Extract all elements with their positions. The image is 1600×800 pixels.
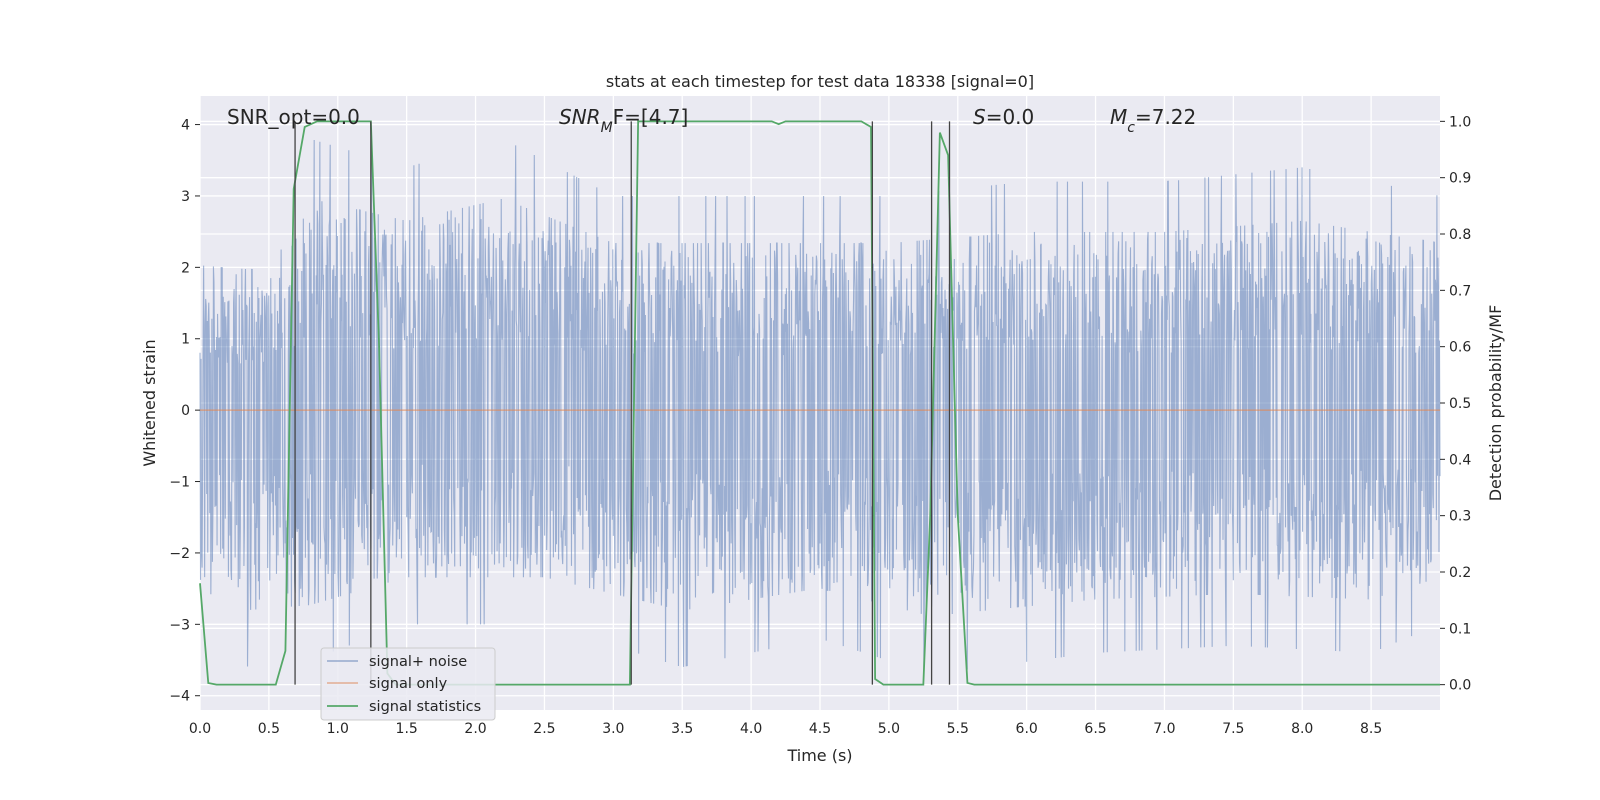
y2-tick-label: 0.7 [1449,283,1471,299]
y-tick-label: −3 [169,617,190,633]
y-tick-label: 1 [181,332,190,348]
x-tick-label: 3.0 [602,721,624,737]
x-tick-label: 0.5 [258,721,280,737]
x-tick-label: 7.0 [1153,721,1175,737]
series-lines [199,120,1440,686]
x-tick-label: 5.5 [947,721,969,737]
annotation-s: S=0.0 [973,105,1034,129]
vertical-markers [294,121,951,685]
x-tick-label: 6.0 [1016,721,1038,737]
y2-axis-label: Detection probability/MF [1486,305,1505,502]
y-tick-label: 4 [181,118,190,134]
y2-tick-label: 0.5 [1449,396,1471,412]
x-tick-label: 8.5 [1360,721,1382,737]
y2-tick-label: 0.8 [1449,227,1471,243]
y2-tick-label: 0.9 [1449,171,1471,187]
annotation-snr-opt: SNR_opt=0.0 [227,105,360,129]
y-tick-label: −4 [169,689,190,705]
x-tick-label: 4.0 [740,721,762,737]
y2-tick-label: 0.1 [1449,621,1471,637]
y-tick-label: −2 [169,546,190,562]
legend-label-signal-statistics: signal statistics [369,699,481,715]
y2-tick-label: 0.3 [1449,509,1471,525]
x-tick-label: 6.5 [1084,721,1106,737]
tick-labels: 0.0 0.5 1.0 1.5 2.0 2.5 3.0 3.5 4.0 4.5 5.0 5.5 6.0 6… [169,114,1471,737]
signal-statistics-line [199,120,1440,686]
signal-noise-line [199,140,1441,673]
legend: signal+ noise signal only signal statist… [320,647,496,721]
annotation-snr-mf: SNRMF=[4.7] [559,105,688,136]
x-tick-label: 3.5 [671,721,693,737]
y-tick-label: −1 [169,475,190,491]
x-tick-label: 7.5 [1222,721,1244,737]
chart-title: stats at each timestep for test data 183… [606,72,1034,91]
legend-box [320,647,496,721]
y-tick-label: 2 [181,260,190,276]
series-signal-noise [199,140,1441,673]
y2-tick-label: 0.0 [1449,678,1471,694]
x-tick-label: 4.5 [809,721,831,737]
y-tick-label: 3 [181,189,190,205]
legend-label-signal-noise: signal+ noise [369,654,467,670]
x-tick-label: 1.0 [327,721,349,737]
x-axis-label: Time (s) [786,746,852,765]
x-tick-label: 2.0 [464,721,486,737]
y2-tick-label: 0.6 [1449,340,1471,356]
x-tick-label: 5.0 [878,721,900,737]
x-tick-label: 0.0 [189,721,211,737]
y2-tick-label: 1.0 [1449,114,1471,130]
annotation-mc: Mc=7.22 [1110,105,1196,136]
x-tick-label: 2.5 [533,721,555,737]
y2-tick-label: 0.2 [1449,565,1471,581]
x-tick-label: 1.5 [396,721,418,737]
y-tick-label: 0 [181,403,190,419]
legend-label-signal-only: signal only [369,676,448,692]
x-tick-label: 8.0 [1291,721,1313,737]
y2-tick-label: 0.4 [1449,452,1471,468]
y-axis-label: Whitened strain [140,339,159,466]
